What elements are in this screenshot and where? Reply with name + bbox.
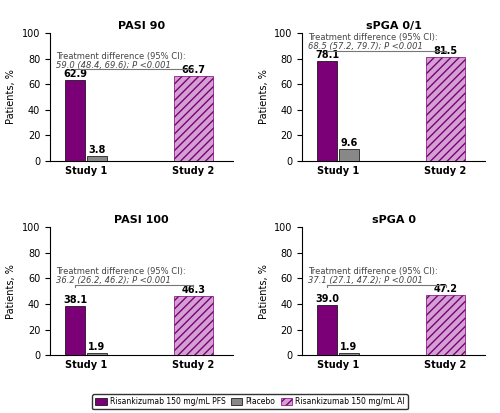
Text: Treatment difference (95% CI):: Treatment difference (95% CI): [308, 267, 438, 276]
Text: 36.2 (26.2, 46.2); P <0.001: 36.2 (26.2, 46.2); P <0.001 [56, 276, 170, 285]
Text: 66.7: 66.7 [182, 64, 206, 75]
Text: 38.1: 38.1 [63, 295, 87, 306]
Bar [318, 305, 338, 355]
Bar [65, 306, 85, 355]
Bar [426, 295, 466, 355]
Text: 39.0: 39.0 [316, 294, 340, 304]
Text: 62.9: 62.9 [63, 69, 87, 79]
Bar [426, 57, 466, 161]
Text: 68.5 (57.2, 79.7); P <0.001: 68.5 (57.2, 79.7); P <0.001 [308, 42, 423, 51]
Y-axis label: Patients, %: Patients, % [258, 264, 268, 319]
Title: PASI 90: PASI 90 [118, 21, 165, 31]
Text: 1.9: 1.9 [340, 342, 357, 352]
Text: 78.1: 78.1 [316, 50, 340, 60]
Text: Treatment difference (95% CI):: Treatment difference (95% CI): [56, 52, 186, 61]
Y-axis label: Patients, %: Patients, % [6, 264, 16, 319]
Text: 81.5: 81.5 [434, 46, 458, 56]
Text: 46.3: 46.3 [182, 285, 206, 295]
Bar [339, 353, 359, 355]
Bar [65, 81, 85, 161]
Bar [318, 61, 338, 161]
Text: 47.2: 47.2 [434, 284, 458, 294]
Bar [174, 76, 213, 161]
Bar [86, 156, 106, 161]
Text: 37.1 (27.1, 47.2); P <0.001: 37.1 (27.1, 47.2); P <0.001 [308, 276, 423, 285]
Title: sPGA 0: sPGA 0 [372, 215, 416, 225]
Text: 1.9: 1.9 [88, 342, 105, 352]
Legend: Risankizumab 150 mg/mL PFS, Placebo, Risankizumab 150 mg/mL AI: Risankizumab 150 mg/mL PFS, Placebo, Ris… [92, 394, 408, 409]
Bar [174, 296, 213, 355]
Bar [86, 353, 106, 355]
Y-axis label: Patients, %: Patients, % [6, 69, 16, 124]
Text: 3.8: 3.8 [88, 145, 106, 155]
Text: Treatment difference (95% CI):: Treatment difference (95% CI): [308, 33, 438, 42]
Bar [339, 149, 359, 161]
Title: sPGA 0/1: sPGA 0/1 [366, 21, 422, 31]
Text: Treatment difference (95% CI):: Treatment difference (95% CI): [56, 267, 186, 276]
Text: 59.0 (48.4, 69.6); P <0.001: 59.0 (48.4, 69.6); P <0.001 [56, 61, 170, 70]
Text: 9.6: 9.6 [340, 138, 357, 147]
Y-axis label: Patients, %: Patients, % [258, 69, 268, 124]
Title: PASI 100: PASI 100 [114, 215, 168, 225]
